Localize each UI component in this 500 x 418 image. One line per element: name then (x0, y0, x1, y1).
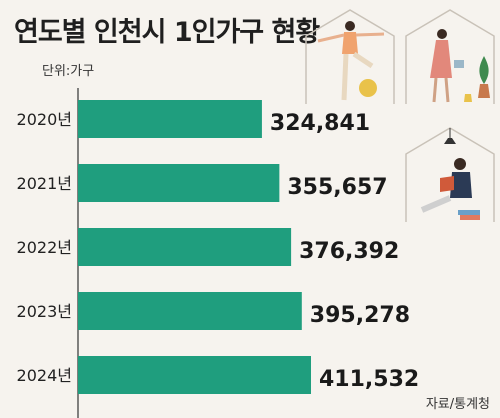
chart-title: 연도별 인천시 1인가구 현황 (14, 17, 320, 48)
category-label-2: 2022년 (17, 238, 72, 257)
value-label-4: 411,532 (319, 367, 419, 392)
bar-3 (78, 292, 302, 330)
bar-1 (78, 164, 280, 202)
value-label-1: 355,657 (287, 175, 387, 200)
watering-plants-person-icon (405, 9, 495, 104)
bar-2 (78, 228, 292, 266)
value-label-3: 395,278 (310, 303, 410, 328)
bar-0 (78, 100, 262, 138)
source-label: 자료/통계청 (425, 397, 490, 412)
value-label-2: 376,392 (299, 239, 399, 264)
category-label-1: 2021년 (17, 174, 72, 193)
unit-label: 단위:가구 (42, 64, 95, 79)
category-label-3: 2023년 (17, 302, 72, 321)
reading-person-icon (405, 127, 495, 222)
category-label-0: 2020년 (17, 110, 72, 129)
bar-4 (78, 356, 311, 394)
value-label-0: 324,841 (270, 111, 370, 136)
yoga-person-icon (305, 9, 395, 104)
category-label-4: 2024년 (17, 366, 72, 385)
